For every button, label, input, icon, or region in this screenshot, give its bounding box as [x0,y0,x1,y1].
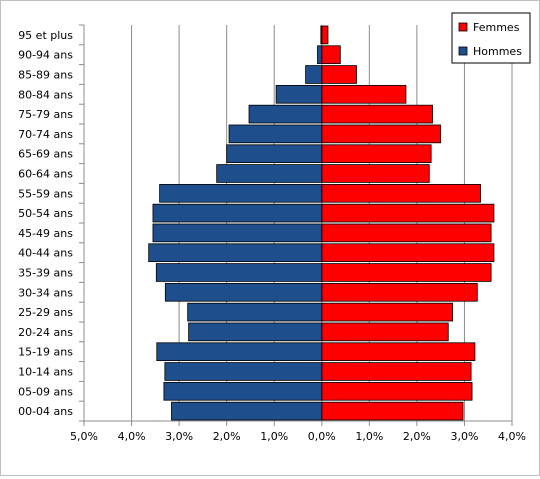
y-tick-label: 85-89 ans [18,69,73,82]
bar-hommes [216,164,323,183]
bar-hommes [320,25,323,45]
y-tick-label: 15-19 ans [18,346,73,359]
bar-hommes [155,263,323,282]
bar-femmes [321,381,473,401]
y-tick-label: 05-09 ans [18,385,73,398]
legend-swatch-femmes [458,22,468,32]
y-tick-label: 00-04 ans [18,405,73,418]
bar-femmes [321,104,433,124]
bar-hommes [187,302,323,322]
bar-hommes [275,84,323,104]
y-tick-label: 80-84 ans [18,88,73,101]
bar-hommes [164,282,323,302]
legend-label-femmes: Femmes [473,21,520,34]
bar-hommes [317,45,323,65]
bar-hommes [163,381,323,401]
y-tick-label: 95 et plus [18,29,73,42]
bar-femmes [321,25,329,45]
bar-hommes [171,401,323,421]
bar-femmes [321,144,432,164]
y-tick-label: 75-79 ans [18,108,73,121]
y-tick-label: 25-29 ans [18,306,73,319]
x-tick-label: 5,0% [70,430,98,443]
bar-hommes [156,342,323,362]
x-tick-label: 0,0% [308,430,336,443]
y-tick-label: 90-94 ans [18,49,73,62]
y-tick-label: 40-44 ans [18,247,73,260]
x-tick-label: 1,0% [355,430,383,443]
y-tick-label: 45-49 ans [18,227,73,240]
x-tick-label: 2,0% [213,430,241,443]
bar-femmes [321,243,495,263]
bar-hommes [228,124,323,144]
bars [148,25,495,421]
x-tick-label: 1,0% [260,430,288,443]
bar-hommes [148,243,323,263]
y-tick-label: 60-64 ans [18,168,73,181]
bar-hommes [164,362,323,381]
bar-hommes [152,223,323,243]
bar-femmes [321,401,464,421]
bar-hommes [159,183,323,203]
x-tick-label: 3,0% [165,430,193,443]
grid-lines [83,25,513,421]
y-tick-label: 70-74 ans [18,128,73,141]
axes [79,24,513,426]
x-tick-label: 3,0% [450,430,478,443]
bar-femmes [321,263,492,282]
bar-hommes [305,65,323,84]
bar-femmes [321,322,449,342]
legend-label-hommes: Hommes [473,45,522,58]
x-tick-label: 4,0% [498,430,526,443]
x-tick-label: 2,0% [403,430,431,443]
bar-femmes [321,203,495,223]
x-tick-labels: 5,0% 4,0% 3,0% 2,0% 1,0% 0,0% 1,0% 2,0% 3,0% 4,0% [70,430,526,443]
bar-hommes [152,203,323,223]
y-tick-label: 65-69 ans [18,148,73,161]
bar-femmes [321,223,492,243]
y-tick-label: 10-14 ans [18,366,73,379]
bar-hommes [188,322,323,342]
y-tick-label: 20-24 ans [18,326,73,339]
bar-femmes [321,183,482,203]
y-tick-label: 35-39 ans [18,267,73,280]
legend: Femmes Hommes [451,12,531,64]
legend-swatch-hommes [458,46,468,56]
bar-femmes [321,65,357,84]
y-tick-labels: 00-04 ans 05-09 ans 10-14 ans 15-19 ans 20-2… [18,29,73,418]
bar-femmes [321,164,430,183]
y-tick-label: 55-59 ans [18,187,73,200]
bar-femmes [321,282,478,302]
bar-femmes [321,302,453,322]
y-tick-label: 50-54 ans [18,207,73,220]
bar-hommes [226,144,323,164]
bar-femmes [321,362,472,381]
bar-femmes [321,124,442,144]
x-tick-label: 4,0% [118,430,146,443]
bar-femmes [321,84,407,104]
bar-femmes [321,342,476,362]
bar-hommes [248,104,323,124]
y-tick-label: 30-34 ans [18,286,73,299]
bar-femmes [321,45,341,65]
